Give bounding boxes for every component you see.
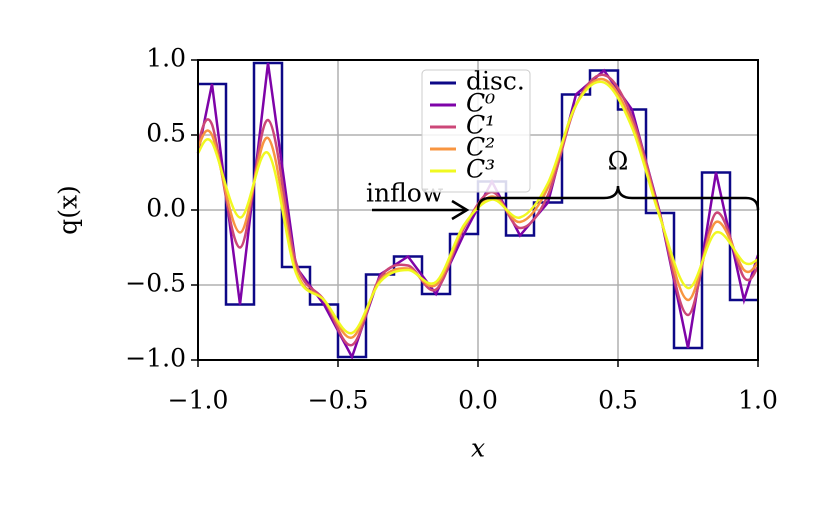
y-tick-label: 0.0 bbox=[146, 194, 186, 223]
omega-brace bbox=[476, 185, 760, 211]
y-tick-label: 0.5 bbox=[146, 119, 186, 148]
annotation: Ω bbox=[608, 147, 629, 176]
legend-label: C² bbox=[466, 133, 495, 162]
legend-label: C¹ bbox=[466, 111, 495, 140]
grid: −1.0 −0.5 0.0 0.5 1.0 −1.0 −0.5 0.0 0.5 1.0 bbox=[125, 44, 778, 415]
legend bbox=[421, 69, 531, 193]
y-tick-label: −1.0 bbox=[125, 344, 186, 373]
arrow-head bbox=[451, 199, 470, 221]
legend-label: C³ bbox=[466, 155, 495, 184]
legend-label: C⁰ bbox=[466, 89, 495, 118]
x-axis-label: x bbox=[471, 434, 485, 463]
x-tick-label: 0.5 bbox=[598, 386, 638, 415]
legend-label: disc. bbox=[466, 67, 525, 96]
y-tick-label: 1.0 bbox=[146, 44, 186, 73]
x-tick-label: −1.0 bbox=[168, 386, 229, 415]
series-line bbox=[196, 80, 759, 335]
x-tick-label: 0.0 bbox=[458, 386, 498, 415]
y-axis-label: q(x) bbox=[54, 185, 83, 235]
y-tick-label: −0.5 bbox=[125, 269, 186, 298]
x-tick-label: −0.5 bbox=[308, 386, 369, 415]
x-tick-label: 1.0 bbox=[738, 386, 778, 415]
